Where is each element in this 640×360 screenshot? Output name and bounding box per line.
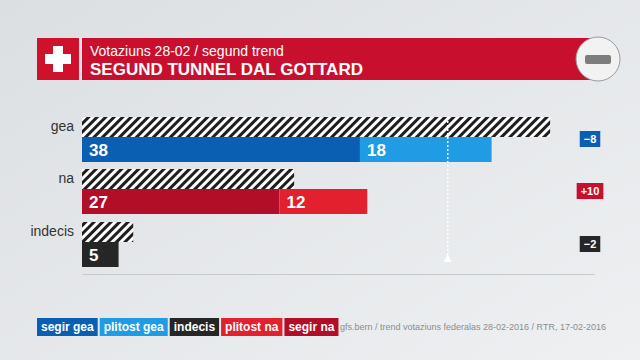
change-badge — [580, 236, 601, 252]
background — [0, 0, 640, 360]
data-label: 27 — [89, 193, 108, 212]
bar — [82, 242, 119, 267]
bar — [82, 137, 360, 162]
title-banner — [82, 38, 590, 80]
legend-item: segir na — [284, 318, 338, 336]
data-label: 12 — [286, 193, 305, 212]
bar — [279, 189, 367, 214]
chart: Votaziuns 28-02 / segund trendSEGUND TUN… — [0, 0, 640, 360]
previous-bar — [82, 117, 550, 137]
legend-label: plitost na — [225, 320, 279, 334]
legend-swatch — [221, 318, 282, 336]
reference-arrow — [444, 254, 452, 262]
category-label: na — [58, 170, 74, 186]
legend-swatch — [170, 318, 219, 336]
header: Votaziuns 28-02 / segund trendSEGUND TUN… — [37, 37, 620, 81]
title-icon — [585, 55, 611, 64]
change-badges: −8 +10 −2 — [577, 131, 604, 252]
labels: 38 18 27 12 5 gea na indecis — [30, 118, 385, 265]
legend-item: plitost na — [221, 318, 282, 336]
category-label: indecis — [30, 223, 74, 239]
data-label: 5 — [89, 246, 98, 265]
previous-bar — [82, 222, 133, 242]
reference-line — [447, 117, 449, 256]
legend-label: indecis — [174, 320, 216, 334]
change-badge — [577, 183, 604, 199]
legend-label: segir gea — [41, 320, 94, 334]
change-label: −8 — [584, 133, 597, 145]
legend-swatch — [37, 318, 98, 336]
plot-area — [82, 117, 550, 267]
title-icon — [576, 37, 620, 81]
change-label: +10 — [581, 185, 600, 197]
legend-item: segir gea — [37, 318, 98, 336]
legend-label: plitost gea — [104, 320, 164, 334]
legend-swatch — [100, 318, 168, 336]
data-label: 18 — [367, 141, 386, 160]
x-axis — [83, 274, 595, 275]
legend-item: plitost gea — [100, 318, 168, 336]
legend: segir gea plitost gea indecis plitost na seg… — [37, 318, 338, 336]
legend-swatch — [284, 318, 338, 336]
flag — [37, 38, 79, 80]
bar — [360, 137, 492, 162]
previous-bar — [82, 169, 294, 189]
category-label: gea — [51, 118, 75, 134]
change-label: −2 — [584, 238, 597, 250]
axis-line — [83, 274, 595, 275]
subtitle: Votaziuns 28-02 / segund trend — [90, 43, 284, 59]
bar — [82, 189, 279, 214]
data-label: 38 — [89, 141, 108, 160]
legend-label: segir na — [288, 320, 334, 334]
legend-item: indecis — [170, 318, 219, 336]
title: SEGUND TUNNEL DAL GOTTARD — [90, 60, 363, 79]
flag-cross — [45, 54, 71, 64]
change-badge — [580, 131, 601, 147]
source: gfs.bern / trend votaziuns federalas 28-… — [340, 322, 606, 332]
